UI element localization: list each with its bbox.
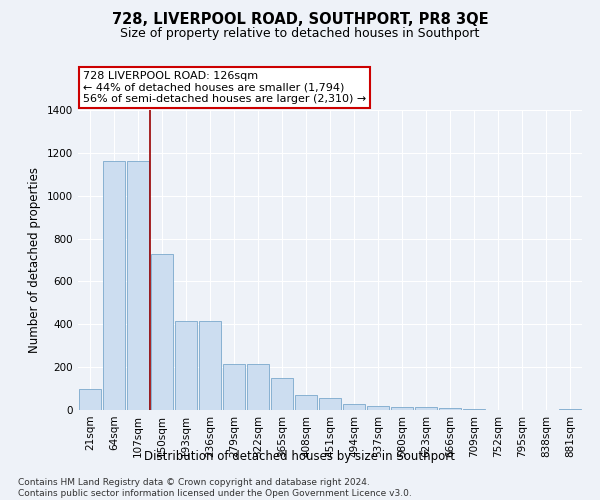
Bar bbox=[367, 406, 389, 410]
Y-axis label: Number of detached properties: Number of detached properties bbox=[28, 167, 41, 353]
Bar bbox=[103, 162, 125, 410]
Bar bbox=[559, 409, 581, 410]
Bar bbox=[463, 409, 485, 410]
Text: Contains HM Land Registry data © Crown copyright and database right 2024.
Contai: Contains HM Land Registry data © Crown c… bbox=[18, 478, 412, 498]
Bar bbox=[271, 378, 293, 410]
Bar bbox=[415, 407, 437, 410]
Bar bbox=[151, 254, 173, 410]
Bar bbox=[391, 407, 413, 410]
Text: Distribution of detached houses by size in Southport: Distribution of detached houses by size … bbox=[145, 450, 455, 463]
Text: Size of property relative to detached houses in Southport: Size of property relative to detached ho… bbox=[121, 28, 479, 40]
Bar bbox=[319, 398, 341, 410]
Bar bbox=[247, 364, 269, 410]
Bar bbox=[127, 162, 149, 410]
Bar bbox=[295, 395, 317, 410]
Bar bbox=[79, 388, 101, 410]
Bar bbox=[199, 321, 221, 410]
Bar bbox=[343, 404, 365, 410]
Text: 728, LIVERPOOL ROAD, SOUTHPORT, PR8 3QE: 728, LIVERPOOL ROAD, SOUTHPORT, PR8 3QE bbox=[112, 12, 488, 28]
Bar bbox=[175, 321, 197, 410]
Bar bbox=[223, 364, 245, 410]
Bar bbox=[439, 408, 461, 410]
Text: 728 LIVERPOOL ROAD: 126sqm
← 44% of detached houses are smaller (1,794)
56% of s: 728 LIVERPOOL ROAD: 126sqm ← 44% of deta… bbox=[83, 71, 366, 104]
